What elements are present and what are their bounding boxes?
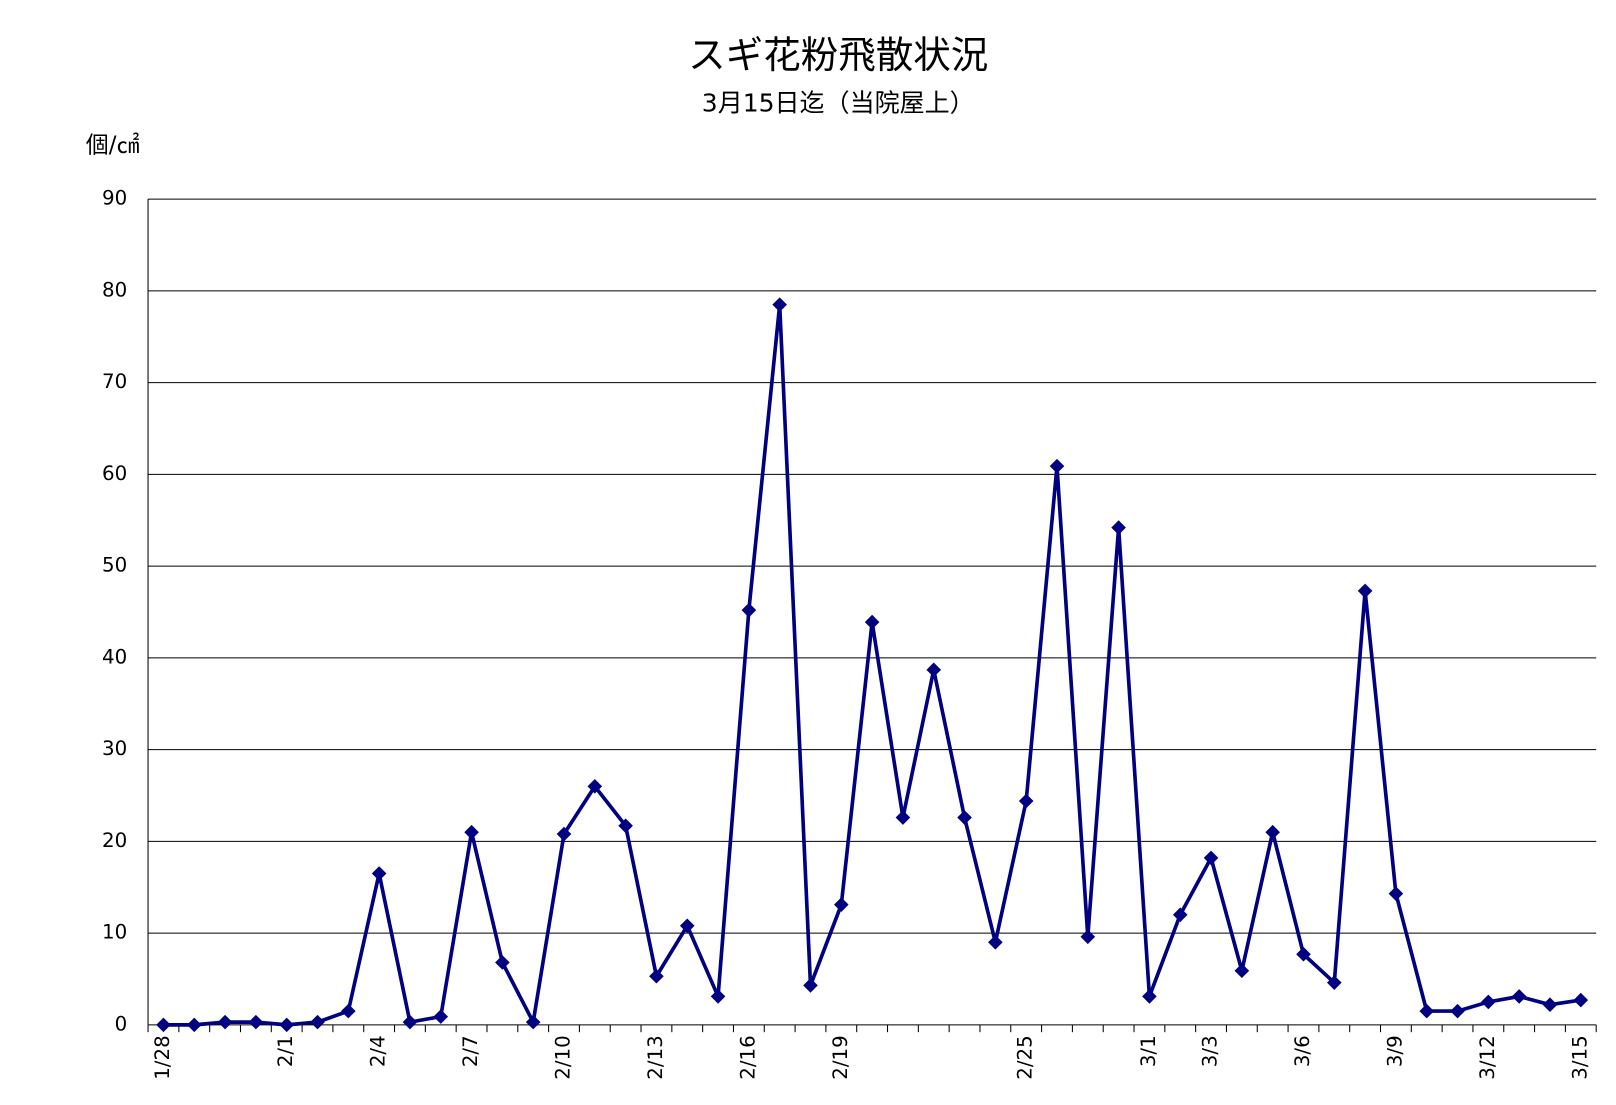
data-point	[1419, 1003, 1435, 1019]
data-point	[341, 1003, 356, 1019]
y-tick-label: 80	[102, 278, 127, 301]
data-point	[803, 978, 818, 993]
data-point	[1388, 886, 1404, 901]
data-point	[957, 810, 972, 825]
y-tick-label: 50	[102, 554, 127, 577]
data-point	[1326, 975, 1342, 990]
data-point	[1172, 907, 1188, 923]
data-point	[495, 955, 510, 970]
x-tick-label: 3/9	[1383, 1035, 1406, 1067]
data-point	[310, 1014, 325, 1030]
data-point	[772, 297, 787, 312]
y-tick-label: 0	[115, 1012, 128, 1035]
y-axis-label: 個/㎠	[86, 132, 140, 158]
x-tick-label: 2/1	[274, 1035, 297, 1067]
data-point	[402, 1014, 418, 1030]
data-point	[217, 1014, 233, 1030]
data-point	[1080, 929, 1096, 945]
data-point	[649, 968, 664, 984]
data-point	[156, 1017, 171, 1033]
x-tick-label: 3/15	[1568, 1035, 1591, 1079]
chart-subtitle: 3月15日迄（当院屋上）	[702, 88, 975, 117]
data-point	[1234, 963, 1250, 979]
data-point	[988, 935, 1003, 950]
y-tick-label: 60	[102, 462, 127, 485]
x-tick-label: 2/25	[1014, 1035, 1037, 1079]
x-tick-label: 3/3	[1199, 1035, 1222, 1067]
data-point	[618, 818, 633, 834]
data-point	[433, 1009, 449, 1024]
data-point	[1265, 824, 1280, 840]
data-point	[864, 614, 880, 630]
data-point	[834, 897, 849, 912]
data-point	[279, 1017, 294, 1033]
x-tick-label: 2/7	[459, 1035, 482, 1067]
x-tick-label: 2/4	[367, 1035, 390, 1067]
data-point	[1203, 850, 1219, 866]
data-point	[1111, 520, 1126, 535]
x-tick-label: 2/16	[736, 1035, 759, 1079]
x-tick-label: 3/1	[1137, 1035, 1160, 1067]
x-tick-label: 1/28	[151, 1035, 174, 1079]
data-point	[1511, 989, 1527, 1004]
data-point	[679, 918, 695, 934]
data-point	[1357, 583, 1373, 599]
data-point	[556, 826, 572, 842]
data-point	[1450, 1003, 1465, 1019]
chart-title: スギ花粉飛散状況	[688, 33, 988, 77]
data-point	[525, 1014, 541, 1030]
y-tick-label: 40	[102, 645, 127, 668]
data-point	[371, 866, 387, 881]
data-point	[1142, 989, 1157, 1004]
data-point	[741, 602, 757, 618]
y-tick-label: 70	[102, 370, 127, 393]
x-tick-label: 2/13	[644, 1035, 667, 1079]
data-point	[1049, 458, 1065, 474]
y-tick-label: 90	[102, 187, 127, 210]
y-tick-label: 20	[102, 829, 127, 852]
x-tick-label: 2/10	[552, 1035, 575, 1079]
data-point	[464, 824, 479, 840]
x-tick-label: 2/19	[829, 1035, 852, 1079]
data-point	[186, 1017, 202, 1033]
data-point	[710, 989, 726, 1004]
data-point	[1481, 994, 1496, 1010]
data-point	[1296, 946, 1311, 962]
data-point	[1573, 992, 1589, 1008]
data-point	[895, 810, 911, 825]
y-tick-label: 10	[102, 921, 127, 944]
data-point	[1018, 793, 1034, 809]
data-point	[587, 779, 603, 794]
x-tick-label: 3/12	[1476, 1035, 1499, 1079]
data-point	[926, 662, 942, 678]
y-tick-label: 30	[102, 737, 127, 760]
x-tick-label: 3/6	[1291, 1035, 1314, 1067]
series-line	[163, 302, 1582, 1027]
data-point	[1542, 997, 1558, 1012]
data-point	[248, 1014, 264, 1030]
